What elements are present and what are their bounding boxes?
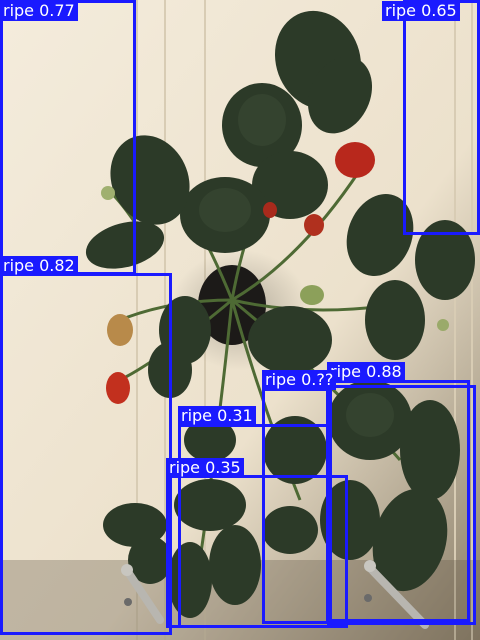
detection-label-4: ripe 0.88 (327, 362, 405, 382)
detection-label-3: ripe 0.82 (0, 256, 78, 276)
detection-label-2: ripe 0.65 (382, 1, 460, 21)
detection-label-7: ripe 0.35 (166, 458, 244, 478)
detection-box-3 (0, 273, 172, 635)
detection-box-7 (166, 475, 348, 628)
irrigation-pipes (124, 564, 429, 629)
detection-label-1: ripe 0.77 (0, 1, 78, 21)
leaves (85, 10, 475, 618)
detection-box-1 (0, 0, 136, 275)
detection-box-2 (403, 0, 480, 235)
detection-label-6: ripe 0.31 (178, 406, 256, 426)
strawberries (101, 142, 449, 404)
detection-label-5: ripe 0.?? (262, 370, 337, 390)
detection-box-4b (328, 385, 476, 625)
